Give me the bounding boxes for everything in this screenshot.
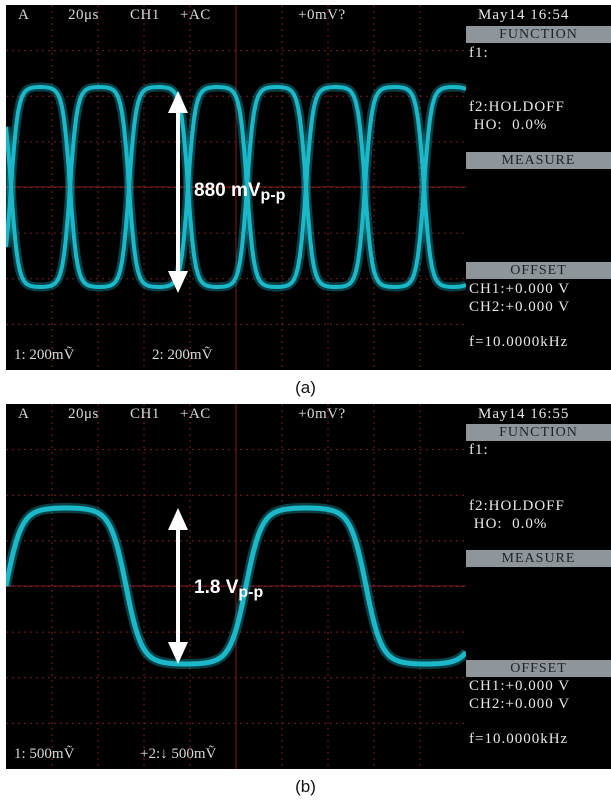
function-header[interactable]: FUNCTION [466, 26, 611, 43]
measure-header[interactable]: MEASURE [466, 550, 611, 567]
offset-header[interactable]: OFFSET [466, 262, 611, 279]
caption-b: (b) [295, 777, 316, 796]
status-bar: A 20μs CH1 +AC +0mV? [18, 406, 345, 525]
oscilloscope-display-a: A 20μs CH1 +AC +0mV? 1: 200mṼ 2: 200mṼ… [6, 5, 611, 370]
caption-a: (a) [295, 378, 316, 397]
ch1-scale: 1: 500mṼ [14, 746, 75, 762]
ch1-scale: 1: 200mṼ [14, 347, 75, 363]
trigger-source: CH1 [130, 7, 160, 23]
coupling: +AC [180, 406, 211, 422]
trigger-level: +0mV? [298, 406, 346, 422]
function-f2: f2:HOLDOFF [469, 498, 565, 514]
trigger-source: CH1 [130, 406, 160, 422]
measure-header[interactable]: MEASURE [466, 152, 611, 169]
channel-mode: A [18, 406, 30, 422]
side-menu: May14 16:55 FUNCTION f1: f2:HOLDOFF HO: … [466, 404, 611, 769]
offset-header[interactable]: OFFSET [466, 660, 611, 677]
oscilloscope-display-b: A 20μs CH1 +AC +0mV? 1: 500mṼ +2:↓ 500m… [6, 404, 611, 769]
graticule-grid [6, 5, 466, 370]
ch2-scale: +2:↓ 500mṼ [140, 746, 217, 762]
waveform-screen: A 20μs CH1 +AC +0mV? 1: 200mṼ 2: 200mṼ… [6, 5, 466, 370]
amplitude-label: 1.8 Vp-p [194, 577, 264, 601]
function-f2: f2:HOLDOFF [469, 99, 565, 115]
trace-line [6, 505, 466, 667]
amplitude-arrow-head-up [168, 91, 188, 113]
timebase: 20μs [68, 7, 99, 23]
function-header[interactable]: FUNCTION [466, 424, 611, 441]
datetime: May14 16:54 [478, 7, 570, 23]
waveform-trace [6, 82, 466, 293]
trigger-level: +0mV? [298, 7, 346, 23]
graticule-grid [6, 404, 466, 769]
status-bar: A 20μs CH1 +AC +0mV? [18, 7, 345, 126]
ch1-offset: CH1:+0.000 V [469, 281, 571, 297]
datetime: May14 16:55 [478, 406, 570, 422]
channel-mode: A [18, 7, 30, 23]
frequency-readout: f=10.0000kHz [469, 334, 569, 350]
ch1-offset: CH1:+0.000 V [469, 678, 571, 694]
ch2-offset: CH2:+0.000 V [469, 696, 571, 712]
trace-line [6, 85, 466, 289]
amplitude-arrow-head-down [168, 271, 188, 293]
function-f1: f1: [469, 442, 489, 458]
timebase: 20μs [68, 406, 99, 422]
side-menu: May14 16:54 FUNCTION f1: f2:HOLDOFF HO: … [466, 5, 611, 370]
function-f1: f1: [469, 45, 489, 61]
amplitude-arrow-head-down [168, 642, 188, 664]
amplitude-arrow-head-up [168, 508, 188, 530]
holdoff-value: HO: 0.0% [469, 117, 548, 133]
frequency-readout: f=10.0000kHz [469, 731, 569, 747]
waveform-screen: A 20μs CH1 +AC +0mV? 1: 500mṼ +2:↓ 500m… [6, 404, 466, 769]
ch2-offset: CH2:+0.000 V [469, 299, 571, 315]
coupling: +AC [180, 7, 211, 23]
waveform-trace [6, 503, 466, 669]
amplitude-label: 880 mVp-p [194, 180, 286, 204]
trace-line [6, 85, 466, 289]
ch2-scale: 2: 200mṼ [152, 347, 213, 363]
holdoff-value: HO: 0.0% [469, 516, 548, 532]
